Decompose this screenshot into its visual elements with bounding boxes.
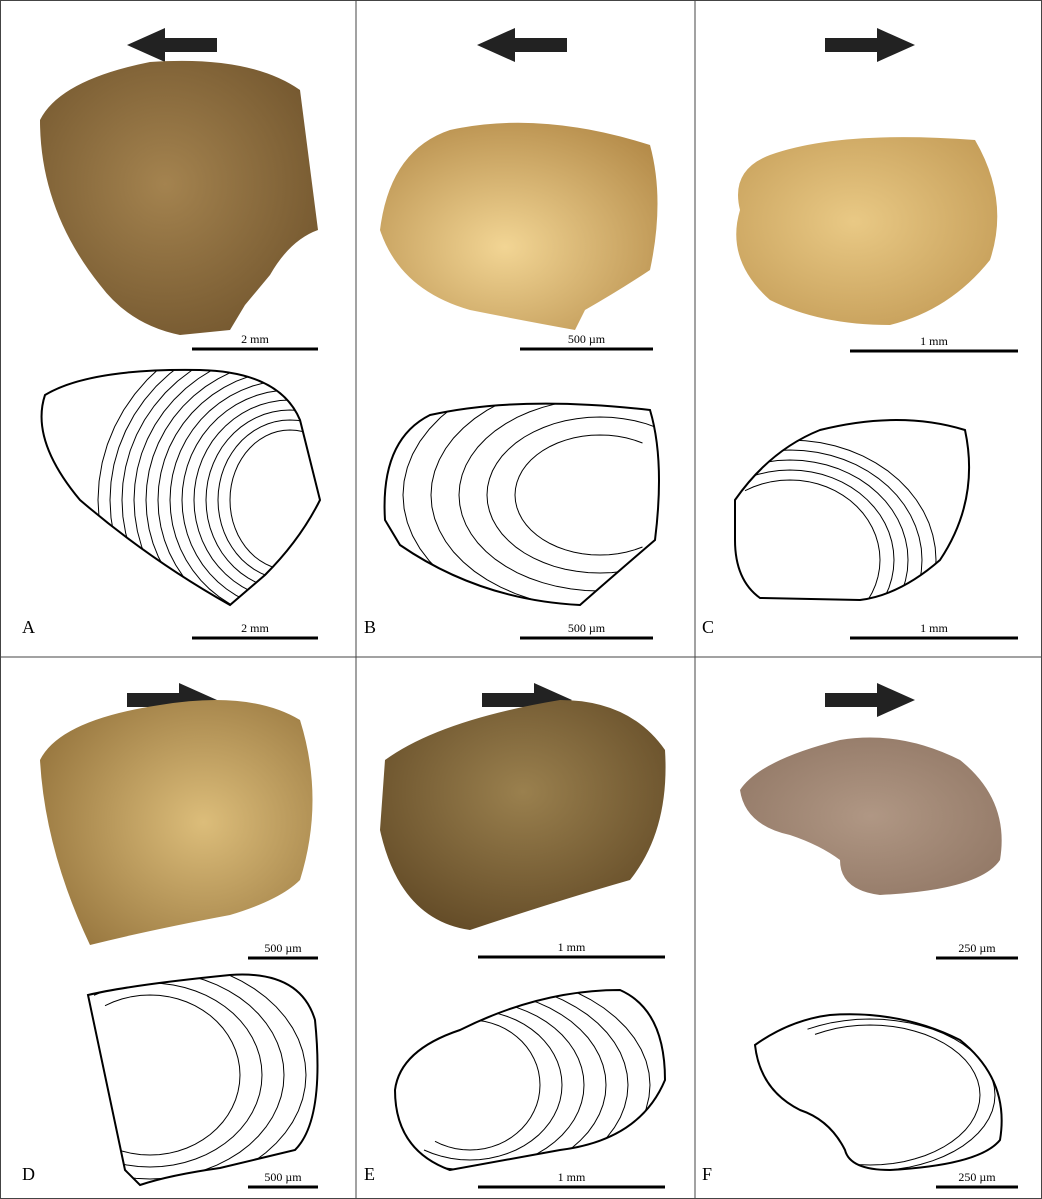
direction-arrow (825, 28, 915, 62)
panel-label: E (364, 1164, 375, 1184)
specimen-photo (380, 123, 658, 330)
direction-arrow (477, 28, 567, 62)
direction-arrow (825, 683, 915, 717)
specimen-drawing (755, 1014, 1002, 1170)
panel-label: B (364, 617, 376, 637)
specimen-photo (736, 137, 997, 325)
specimen-photo (40, 61, 318, 335)
scale-label: 2 mm (241, 332, 269, 346)
panel-label: D (22, 1164, 35, 1184)
specimen-photo (380, 700, 666, 930)
scale-label: 500 µm (568, 621, 606, 635)
specimen-photo (40, 700, 313, 945)
scale-label: 250 µm (958, 941, 996, 955)
scale-label: 500 µm (264, 1170, 302, 1184)
scale-label: 1 mm (558, 1170, 586, 1184)
scale-label: 1 mm (558, 940, 586, 954)
specimen-drawing (42, 370, 320, 605)
panel-label: A (22, 617, 35, 637)
scale-label: 1 mm (920, 621, 948, 635)
scale-label: 500 µm (568, 332, 606, 346)
scale-label: 500 µm (264, 941, 302, 955)
scale-label: 250 µm (958, 1170, 996, 1184)
specimen-drawing (88, 975, 318, 1185)
scale-label: 1 mm (920, 334, 948, 348)
specimen-photo (740, 738, 1002, 896)
scale-label: 2 mm (241, 621, 269, 635)
figure: 2 mm 2 mm A 500 µm 500 µm B 1 mm 1 mm C 500 µm 500… (0, 0, 1042, 1199)
panel-label: C (702, 617, 714, 637)
specimen-drawing (735, 420, 969, 600)
panel-label: F (702, 1164, 712, 1184)
specimen-drawing (395, 990, 665, 1170)
direction-arrow (127, 28, 217, 62)
